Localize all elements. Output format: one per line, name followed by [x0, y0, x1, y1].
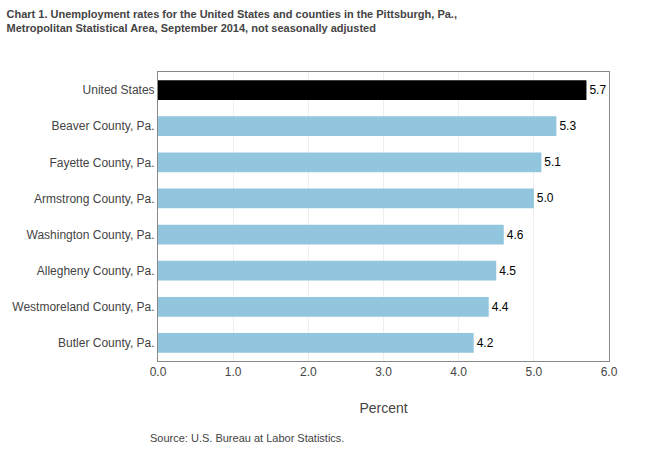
svg-text:United States: United States [83, 83, 155, 97]
svg-text:6.0: 6.0 [601, 365, 618, 379]
svg-text:5.1: 5.1 [544, 155, 561, 169]
svg-text:Percent: Percent [359, 400, 407, 416]
svg-text:Butler County, Pa.: Butler County, Pa. [58, 336, 155, 350]
svg-text:2.0: 2.0 [300, 365, 317, 379]
svg-text:Fayette County, Pa.: Fayette County, Pa. [49, 156, 154, 170]
svg-text:Beaver County, Pa.: Beaver County, Pa. [51, 119, 154, 133]
svg-text:4.5: 4.5 [499, 264, 516, 278]
svg-text:0.0: 0.0 [150, 365, 167, 379]
svg-text:4.6: 4.6 [507, 228, 524, 242]
svg-text:3.0: 3.0 [375, 365, 392, 379]
svg-text:5.3: 5.3 [559, 119, 576, 133]
svg-text:5.0: 5.0 [525, 365, 542, 379]
svg-text:Armstrong County, Pa.: Armstrong County, Pa. [34, 192, 155, 206]
svg-text:5.7: 5.7 [589, 83, 606, 97]
svg-text:4.0: 4.0 [450, 365, 467, 379]
svg-text:5.0: 5.0 [537, 191, 554, 205]
svg-text:Washington County, Pa.: Washington County, Pa. [27, 228, 155, 242]
svg-text:Source: U.S. Bureau at Labor S: Source: U.S. Bureau at Labor Statistics. [150, 432, 344, 444]
svg-text:Chart 1. Unemployment rates fo: Chart 1. Unemployment rates for the Unit… [6, 8, 456, 34]
svg-text:Westmoreland County, Pa.: Westmoreland County, Pa. [12, 300, 154, 314]
svg-text:4.2: 4.2 [477, 336, 494, 350]
svg-text:4.4: 4.4 [492, 300, 509, 314]
svg-text:1.0: 1.0 [225, 365, 242, 379]
svg-text:Allegheny County, Pa.: Allegheny County, Pa. [37, 264, 155, 278]
